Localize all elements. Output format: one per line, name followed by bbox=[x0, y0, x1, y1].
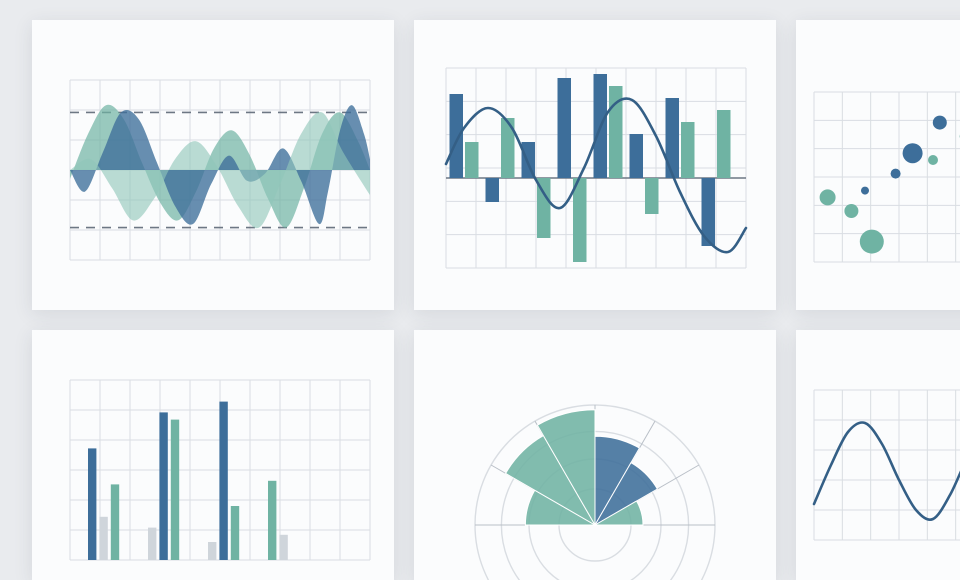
grouped-bar-chart bbox=[32, 330, 394, 580]
polar-area-chart bbox=[414, 330, 776, 580]
bar-line-chart bbox=[414, 20, 776, 310]
area-wave-chart bbox=[32, 20, 394, 310]
curve-chart bbox=[796, 330, 960, 580]
scatter-chart bbox=[796, 20, 960, 310]
